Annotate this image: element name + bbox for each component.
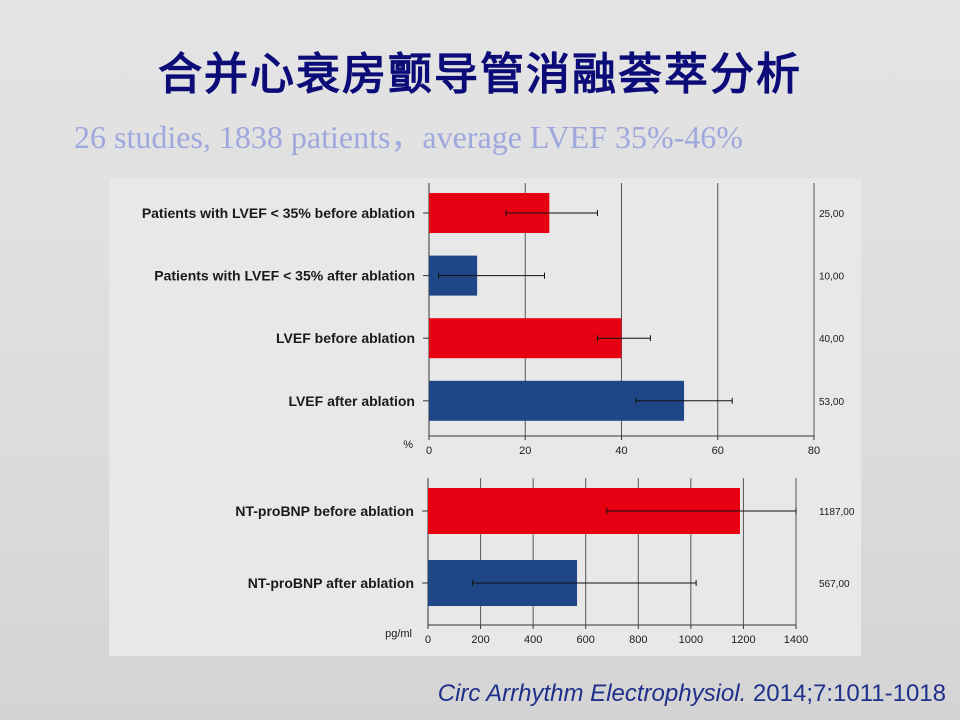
unit-label: % <box>403 439 413 451</box>
citation: Circ Arrhythm Electrophysiol. 2014;7:101… <box>438 680 946 708</box>
x-tick-label: 1400 <box>784 634 808 646</box>
citation-journal: Circ Arrhythm Electrophysiol. <box>437 680 747 707</box>
x-tick-label: 200 <box>471 634 489 646</box>
value-label: 1187,00 <box>819 507 855 518</box>
x-tick-label: 400 <box>524 634 542 646</box>
category-label: Patients with LVEF < 35% after ablation <box>154 268 415 284</box>
x-tick-label: 80 <box>808 445 820 457</box>
x-tick-label: 20 <box>519 445 531 457</box>
x-tick-label: 600 <box>577 634 595 646</box>
chart-1: 0 20 40 60 80% Patients with LVEF < 35% befor… <box>142 183 844 457</box>
forest-bar-chart: 0 20 40 60 80% Patients with LVEF < 35% befor… <box>142 183 855 646</box>
x-tick-label: 0 <box>425 634 431 646</box>
bar <box>429 318 622 359</box>
x-tick-label: 1200 <box>731 634 755 646</box>
value-label: 53,00 <box>819 397 844 408</box>
value-label: 10,00 <box>819 272 844 283</box>
category-label: NT-proBNP after ablation <box>248 575 414 591</box>
category-label: Patients with LVEF < 35% before ablation <box>142 205 415 221</box>
slide-title: 合并心衰房颤导管消融荟萃分析 <box>158 49 802 100</box>
slide-subtitle: 26 studies, 1838 patients，average LVEF 3… <box>74 119 743 155</box>
x-tick-label: 800 <box>629 634 647 646</box>
x-tick-label: 1000 <box>679 634 703 646</box>
value-label: 25,00 <box>819 209 844 220</box>
chart-panel: 0 20 40 60 80% Patients with LVEF < 35% befor… <box>109 178 861 656</box>
chart-2: 0 200 400 600 800 1000 1200 1400 pg/ml NT-proBNP … <box>235 478 855 646</box>
value-label: 40,00 <box>819 334 844 345</box>
category-label: NT-proBNP before ablation <box>235 503 414 519</box>
value-label: 567,00 <box>819 579 850 590</box>
x-tick-label: 0 <box>426 445 432 457</box>
x-tick-label: 40 <box>615 445 627 457</box>
x-tick-label: 60 <box>712 445 724 457</box>
citation-reference: 2014;7:1011-1018 <box>746 680 946 707</box>
category-label: LVEF after ablation <box>288 393 415 409</box>
unit-label: pg/ml <box>385 628 412 640</box>
category-label: LVEF before ablation <box>276 330 415 346</box>
